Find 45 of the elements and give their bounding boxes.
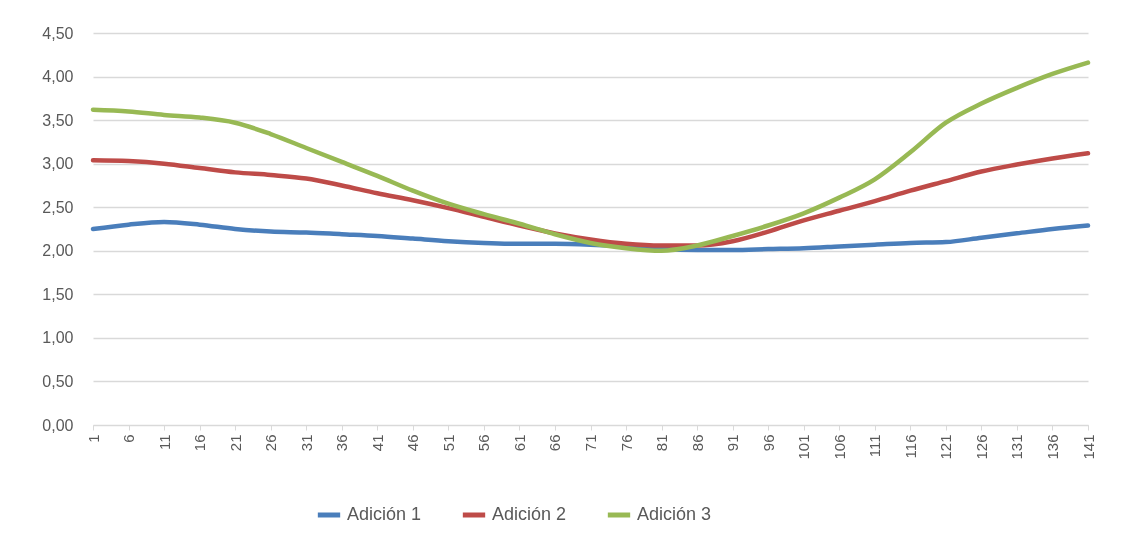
y-tick-label: 0,00 xyxy=(42,416,74,434)
x-tick-label: 131 xyxy=(1008,434,1026,460)
x-tick-label: 36 xyxy=(333,434,351,452)
x-tick-label: 101 xyxy=(795,434,813,460)
x-tick-label: 41 xyxy=(368,434,386,452)
y-tick-label: 0,50 xyxy=(42,372,74,390)
x-tick-label: 76 xyxy=(617,434,635,452)
x-tick-label: 56 xyxy=(475,434,493,452)
x-tick-label: 16 xyxy=(191,434,209,452)
x-tick-label: 96 xyxy=(759,434,777,452)
legend-label: Adición 2 xyxy=(492,504,567,524)
x-tick-label: 141 xyxy=(1079,434,1097,460)
x-tick-label: 86 xyxy=(688,434,706,452)
x-tick-label: 6 xyxy=(120,434,138,443)
x-tick-label: 51 xyxy=(439,434,457,452)
x-tick-label: 116 xyxy=(901,434,919,459)
y-tick-label: 2,50 xyxy=(42,198,74,216)
y-tick-label: 1,00 xyxy=(42,329,74,347)
x-tick-label: 91 xyxy=(724,434,742,452)
x-tick-label: 21 xyxy=(226,434,244,452)
y-tick-label: 1,50 xyxy=(42,285,74,303)
legend-label: Adición 3 xyxy=(637,504,712,524)
x-tick-label: 136 xyxy=(1043,434,1061,460)
x-tick-label: 11 xyxy=(155,434,173,451)
line-series xyxy=(90,219,1091,253)
x-tick-label: 31 xyxy=(297,434,315,452)
y-tick-label: 4,00 xyxy=(42,68,74,86)
x-tick-label: 126 xyxy=(972,434,990,460)
x-tick-label: 26 xyxy=(262,434,280,452)
y-tick-label: 4,50 xyxy=(42,24,74,42)
x-tick-label: 81 xyxy=(653,434,671,452)
x-tick-label: 111 xyxy=(866,434,884,458)
line-series xyxy=(90,150,1091,248)
legend-label: Adición 1 xyxy=(347,504,422,524)
y-tick-label: 2,00 xyxy=(42,242,74,260)
line-series xyxy=(90,60,1091,254)
x-tick-label: 71 xyxy=(582,434,599,452)
y-tick-label: 3,50 xyxy=(42,111,74,129)
x-tick-label: 1 xyxy=(84,434,102,443)
x-tick-label: 61 xyxy=(510,434,528,452)
x-tick-label: 46 xyxy=(404,434,422,452)
x-tick-label: 121 xyxy=(937,434,955,460)
x-tick-label: 66 xyxy=(546,434,564,452)
x-tick-label: 106 xyxy=(830,434,848,460)
y-tick-label: 3,00 xyxy=(42,155,74,173)
